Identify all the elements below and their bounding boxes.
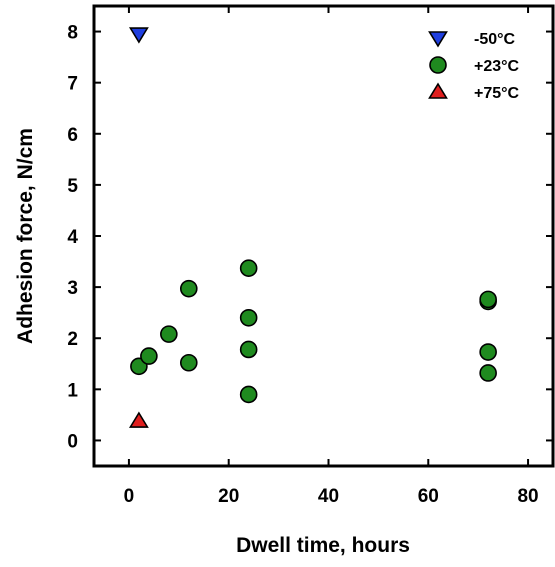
legend-marker — [428, 82, 448, 99]
data-point — [239, 385, 258, 404]
y-tick-label: 8 — [67, 23, 78, 44]
y-tick-label: 2 — [67, 329, 78, 350]
data-point — [128, 411, 149, 428]
legend-marker — [429, 56, 447, 74]
data-point — [239, 308, 258, 327]
legend-label: -50°C — [474, 31, 516, 48]
x-tick-label: 40 — [318, 486, 339, 507]
data-point — [160, 325, 178, 343]
data-points — [128, 27, 497, 428]
y-tick-label: 5 — [67, 176, 78, 197]
y-axis-title: Adhesion force, N/cm — [14, 128, 37, 344]
data-point — [479, 343, 497, 361]
legend: -50°C +23°C +75°C — [428, 31, 520, 102]
data-point — [140, 347, 158, 365]
x-tick-label: 80 — [517, 486, 538, 507]
legend-label: +23°C — [474, 58, 520, 75]
data-point — [179, 279, 198, 298]
y-tick-label: 7 — [67, 74, 78, 95]
legend-marker — [428, 31, 448, 48]
y-tick-label: 3 — [67, 278, 78, 299]
data-point — [179, 353, 198, 372]
plot-frame — [92, 4, 555, 468]
data-point — [239, 340, 258, 359]
y-tick-label: 1 — [67, 380, 78, 401]
y-tick-label: 0 — [67, 431, 78, 452]
x-tick-label: 0 — [124, 486, 135, 507]
y-tick-label: 4 — [67, 227, 78, 248]
x-tick-label: 20 — [218, 486, 239, 507]
x-axis-ticks: 0 20 40 60 80 — [124, 6, 539, 507]
data-point — [479, 290, 497, 309]
data-point — [479, 364, 497, 382]
y-tick-label: 6 — [67, 125, 78, 146]
data-point — [239, 259, 258, 278]
y-axis-ticks: 0 1 2 3 4 5 6 7 8 — [67, 23, 553, 452]
legend-label: +75°C — [474, 85, 520, 102]
x-axis-title: Dwell time, hours — [236, 534, 410, 557]
data-point — [128, 27, 149, 44]
x-tick-label: 60 — [418, 486, 439, 507]
